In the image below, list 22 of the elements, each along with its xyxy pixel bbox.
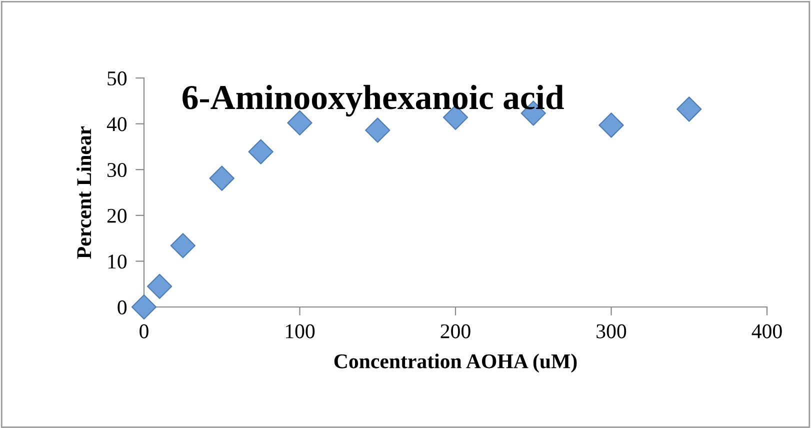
x-tick-label: 200 — [440, 324, 470, 338]
y-tick-label: 40 — [106, 117, 127, 132]
x-axis-title: Concentration AOHA (uM) — [334, 354, 577, 373]
point — [170, 233, 196, 258]
y-tick-label: 30 — [107, 162, 127, 178]
y-tick-label: 0 — [118, 300, 127, 314]
x-tick-label: 400 — [752, 324, 782, 338]
point — [131, 294, 157, 320]
y-axis-title: Percent Linear — [76, 126, 92, 259]
point — [598, 112, 624, 138]
chart-title: 6-Aminooxyhexanoic acid — [182, 84, 564, 116]
x-tick-label: 0 — [140, 324, 148, 338]
point — [146, 274, 172, 299]
y-tick-label: 20 — [107, 208, 127, 223]
x-tick-label: 300 — [596, 324, 626, 338]
point — [676, 96, 702, 122]
y-tick-label: 10 — [108, 254, 127, 269]
point — [209, 166, 234, 191]
point — [248, 139, 274, 164]
x-tick-label: 100 — [286, 324, 315, 338]
point — [365, 118, 390, 143]
y-tick-label: 50 — [108, 71, 127, 86]
